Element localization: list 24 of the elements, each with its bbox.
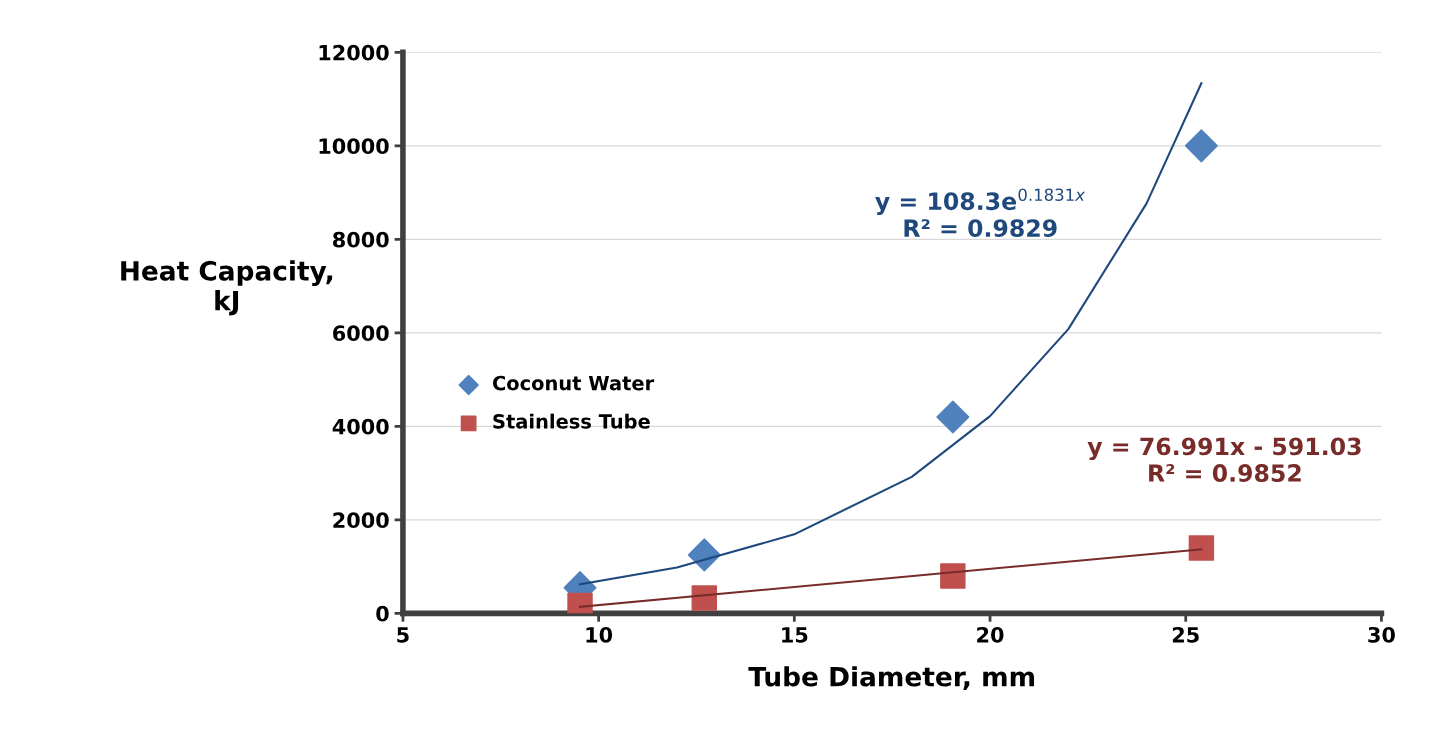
point [936,400,970,434]
x-tick-label: 20 [977,626,1004,643]
x-tick-label: 5 [397,627,409,643]
point [1188,535,1215,561]
y-tick-label: 12000 [319,44,389,61]
y-tick-label: 10000 [319,138,389,155]
annotation: y = 108.3e$^{0.1831x}$ R² = 0.9829 [875,188,1086,238]
point [940,563,966,589]
x-tick-label: 25 [1172,626,1199,643]
point [1184,129,1218,163]
point [687,538,721,572]
y-tick-label: 2000 [333,512,389,529]
x-axis-title: Tube Diameter, mm [748,666,1035,690]
y-tick-label: 8000 [333,231,389,248]
y-tick-label: 6000 [333,325,389,342]
legend-label: Coconut Water [492,375,655,391]
y-axis-title: Heat Capacity, kJ [121,260,333,316]
legend-label: Stainless Tube [493,413,650,429]
y-tick-label: 4000 [332,418,389,435]
x-tick-label: 15 [782,627,808,643]
x-tick-label: 10 [586,626,613,643]
y-tick-label: 0 [376,605,389,622]
annotation: y = 76.991x - 591.03 R² = 0.9852 [1087,437,1361,482]
x-tick-label: 30 [1368,626,1395,643]
